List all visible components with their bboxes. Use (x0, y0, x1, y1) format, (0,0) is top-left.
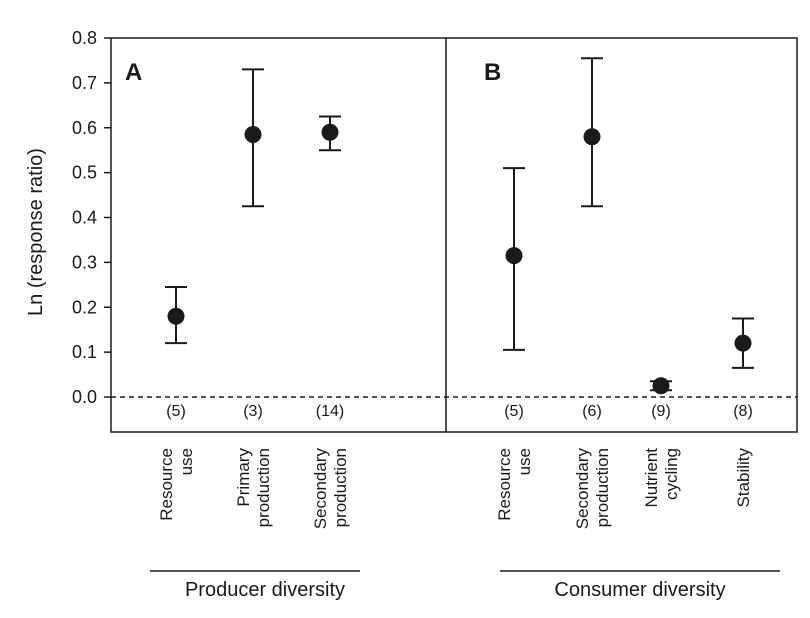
data-point (583, 128, 601, 146)
group-label: Consumer diversity (554, 579, 725, 601)
category-label: Nutrient (642, 448, 661, 508)
y-axis: 0.0 0.1 0.2 0.3 0.4 0.5 0.6 0.7 0.8 (72, 28, 111, 407)
data-point (505, 247, 523, 265)
sample-size-label: (8) (733, 403, 753, 420)
y-tick-label: 0.8 (72, 28, 97, 48)
sample-size-label: (14) (316, 403, 344, 420)
panel-a: A(5)Resource use(3)Primary production(14)S… (125, 59, 360, 601)
category-label: use (515, 448, 534, 475)
category-label: Resource (495, 448, 514, 521)
group-label: Producer diversity (185, 579, 345, 601)
category-label: Secondary (573, 448, 592, 530)
category-label: use (177, 448, 196, 475)
panel-b: B (5) Resource use (6) Secondary production (9)… (484, 57, 780, 601)
category-label: cycling (662, 448, 681, 500)
y-tick-label: 0.1 (72, 342, 97, 362)
category-label: production (593, 448, 612, 527)
data-point (321, 123, 339, 141)
panel-letter: B (484, 59, 501, 86)
data-point (652, 377, 670, 395)
y-tick-label: 0.2 (72, 297, 97, 317)
category-label: Primary (234, 448, 253, 507)
category-label: Stability (734, 448, 753, 508)
data-point (244, 125, 262, 143)
sample-size-label: (6) (582, 403, 602, 420)
data-point (167, 307, 185, 325)
panel-letter: A (125, 59, 142, 86)
sample-size-label: (5) (504, 403, 524, 420)
panels: A(5)Resource use(3)Primary production(14)S… (125, 57, 780, 601)
plot-frame (110, 37, 798, 433)
y-tick-label: 0.7 (72, 73, 97, 93)
category-label: Resource (157, 448, 176, 521)
sample-size-label: (3) (243, 403, 263, 420)
y-axis-label: Ln (response ratio) (25, 148, 47, 316)
y-tick-label: 0.4 (72, 208, 97, 228)
category-label: production (331, 448, 350, 527)
y-tick-label: 0.5 (72, 163, 97, 183)
category-label: production (254, 448, 273, 527)
plot-border (110, 37, 798, 433)
y-tick-label: 0.0 (72, 387, 97, 407)
y-tick-label: 0.6 (72, 118, 97, 138)
category-label: Secondary (311, 448, 330, 530)
sample-size-label: (5) (166, 403, 186, 420)
data-point (734, 334, 752, 352)
sample-size-label: (9) (651, 403, 671, 420)
y-tick-label: 0.3 (72, 252, 97, 272)
